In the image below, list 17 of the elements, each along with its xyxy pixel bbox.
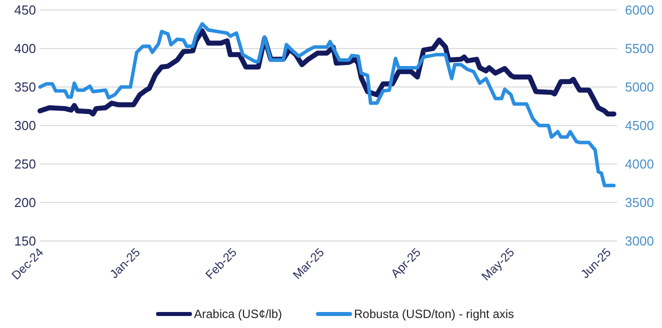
y-tick-label: 450 (14, 2, 36, 18)
y2-tick-label: 5500 (625, 41, 654, 56)
y-tick-label: 200 (14, 195, 36, 210)
y2-tick-label: 4000 (625, 156, 654, 172)
y-tick-label: 350 (14, 80, 36, 95)
y-tick-label: 150 (14, 234, 36, 249)
y2-tick-label: 3000 (625, 234, 654, 249)
y2-tick-label: 3500 (625, 195, 654, 210)
y-tick-label: 400 (14, 41, 36, 56)
y2-tick-label: 6000 (625, 2, 654, 18)
y2-tick-label: 5000 (625, 80, 654, 95)
y2-tick-label: 4500 (625, 118, 654, 134)
y-tick-label: 300 (14, 118, 36, 134)
line-series (38, 22, 616, 188)
legend-label: Robusta (USD/ton) - right axis (354, 307, 514, 322)
y-tick-label: 250 (14, 156, 36, 172)
legend-label: Arabica (US¢/lb) (194, 307, 282, 322)
